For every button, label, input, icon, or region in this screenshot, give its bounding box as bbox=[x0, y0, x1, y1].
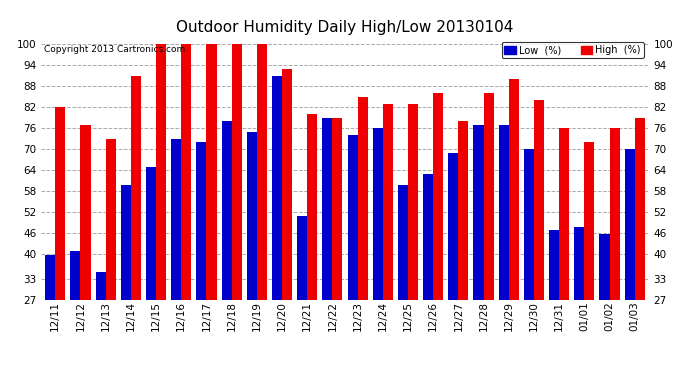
Bar bbox=[398, 184, 408, 300]
Bar bbox=[509, 80, 519, 300]
Bar bbox=[609, 129, 620, 300]
Bar bbox=[433, 93, 443, 300]
Bar bbox=[257, 45, 267, 300]
Bar bbox=[131, 76, 141, 300]
Bar bbox=[171, 139, 181, 300]
Bar bbox=[221, 122, 232, 300]
Bar bbox=[121, 184, 131, 300]
Bar bbox=[181, 45, 191, 300]
Bar bbox=[197, 142, 206, 300]
Bar bbox=[232, 45, 241, 300]
Bar bbox=[584, 142, 594, 300]
Bar bbox=[383, 104, 393, 300]
Bar bbox=[45, 255, 55, 300]
Bar bbox=[559, 129, 569, 300]
Bar bbox=[55, 108, 66, 300]
Legend: Low  (%), High  (%): Low (%), High (%) bbox=[502, 42, 644, 58]
Bar bbox=[408, 104, 418, 300]
Bar bbox=[70, 251, 81, 300]
Bar bbox=[322, 118, 333, 300]
Text: Copyright 2013 Cartronics.com: Copyright 2013 Cartronics.com bbox=[44, 45, 186, 54]
Bar bbox=[549, 230, 559, 300]
Bar bbox=[635, 118, 645, 300]
Bar bbox=[348, 135, 357, 300]
Bar bbox=[534, 100, 544, 300]
Bar bbox=[81, 125, 90, 300]
Bar bbox=[600, 234, 609, 300]
Bar bbox=[307, 114, 317, 300]
Bar bbox=[357, 97, 368, 300]
Bar bbox=[499, 125, 509, 300]
Bar bbox=[247, 132, 257, 300]
Title: Outdoor Humidity Daily High/Low 20130104: Outdoor Humidity Daily High/Low 20130104 bbox=[177, 20, 513, 35]
Bar bbox=[297, 216, 307, 300]
Bar bbox=[96, 272, 106, 300]
Bar bbox=[473, 125, 484, 300]
Bar bbox=[373, 129, 383, 300]
Bar bbox=[423, 174, 433, 300]
Bar bbox=[458, 122, 469, 300]
Bar bbox=[156, 45, 166, 300]
Bar bbox=[146, 167, 156, 300]
Bar bbox=[574, 226, 584, 300]
Bar bbox=[106, 139, 116, 300]
Bar bbox=[524, 150, 534, 300]
Bar bbox=[484, 93, 493, 300]
Bar bbox=[333, 118, 342, 300]
Bar bbox=[448, 153, 458, 300]
Bar bbox=[206, 45, 217, 300]
Bar bbox=[282, 69, 292, 300]
Bar bbox=[272, 76, 282, 300]
Bar bbox=[624, 150, 635, 300]
